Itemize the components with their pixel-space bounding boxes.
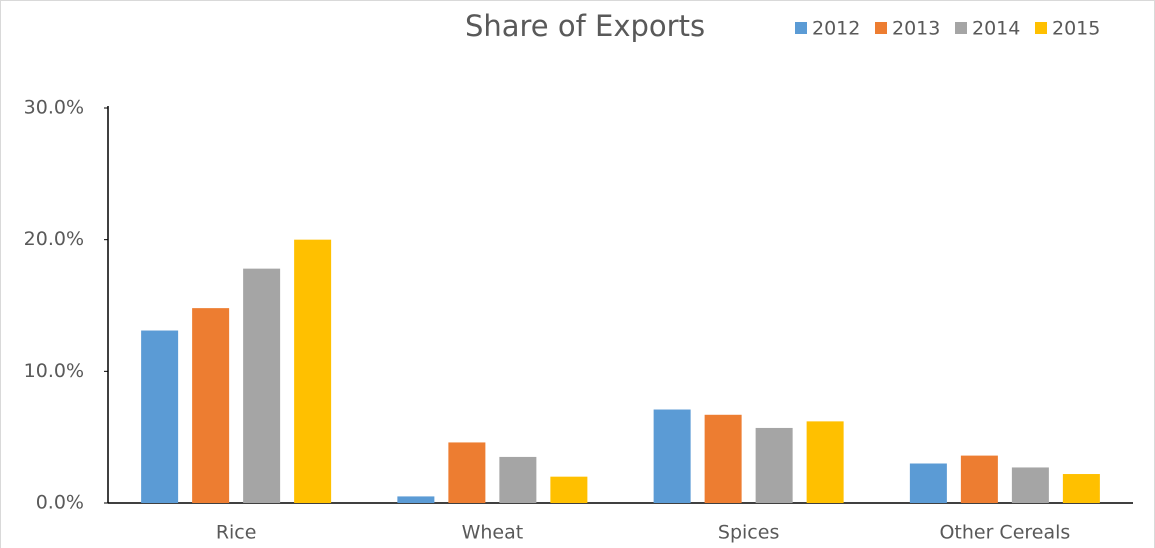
bar (755, 427, 793, 503)
bar (1062, 474, 1100, 503)
bar (653, 409, 691, 503)
legend-label: 2012 (812, 18, 860, 40)
x-tick-label: Other Cereals (939, 522, 1070, 544)
legend-label: 2015 (1052, 18, 1100, 40)
bar (243, 268, 281, 503)
x-tick-label: Rice (216, 522, 257, 544)
bar (806, 421, 844, 503)
chart-title: Share of Exports (465, 9, 705, 43)
legend-swatch (795, 22, 807, 34)
bar (141, 330, 179, 503)
y-tick-label: 20.0% (24, 228, 84, 250)
bar (397, 496, 435, 503)
y-tick-label: 10.0% (24, 360, 84, 382)
y-tick-label: 30.0% (24, 97, 84, 119)
y-tick-label: 0.0% (36, 492, 84, 514)
bar (704, 414, 742, 503)
legend-label: 2014 (972, 18, 1020, 40)
bar (448, 442, 486, 503)
bar (192, 308, 230, 503)
x-tick-label: Wheat (462, 522, 524, 544)
bar (909, 463, 947, 503)
legend-swatch (1035, 22, 1047, 34)
bar (960, 455, 998, 503)
x-tick-label: Spices (718, 522, 779, 544)
bar (550, 476, 588, 503)
legend-label: 2013 (892, 18, 940, 40)
bar (1011, 467, 1049, 503)
bar (499, 456, 537, 503)
legend-swatch (875, 22, 887, 34)
bar (294, 239, 332, 503)
legend-swatch (955, 22, 967, 34)
